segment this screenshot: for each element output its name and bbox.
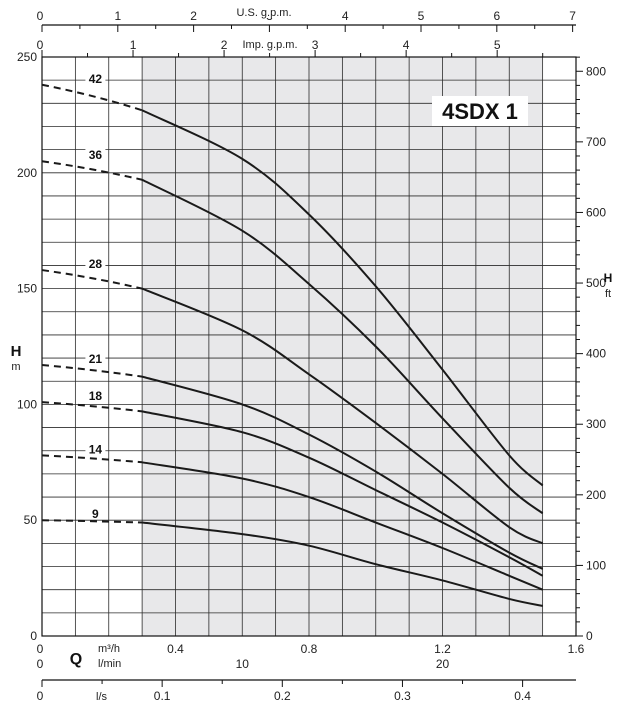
x-usgpm-tick-label: 5: [418, 9, 425, 23]
curve-label-36: 36: [89, 148, 103, 162]
x-impgpm-unit: Imp. g.p.m.: [242, 39, 297, 51]
y-right-tick-label: 500: [586, 276, 606, 290]
x-usgpm-tick-label: 7: [569, 9, 576, 23]
x-ls-tick-label: 0: [37, 689, 44, 703]
y-right-tick-label: 100: [586, 558, 606, 572]
curve-36-dashed: [41, 160, 143, 181]
curve-label-bg: [85, 389, 106, 402]
x-lmin-tick-label: 0: [37, 657, 44, 671]
x-usgpm-tick-label: 2: [190, 9, 197, 23]
y-right-tick-label: 700: [586, 135, 606, 149]
y-right-unit: ft: [605, 288, 611, 300]
y-left-tick-label: 0: [30, 629, 37, 643]
x-impgpm-tick-label: 4: [403, 38, 410, 52]
curve-label-28: 28: [89, 257, 103, 271]
x-ls-tick-label: 0.4: [514, 689, 531, 703]
model-title-box: [432, 96, 528, 126]
curve-label-14: 14: [89, 442, 103, 456]
x-usgpm-tick-label: 6: [493, 9, 500, 23]
y-left-tick-label: 150: [17, 282, 37, 296]
curve-label-bg: [85, 148, 106, 161]
x-usgpm-unit: U.S. g.p.m.: [236, 7, 291, 19]
y-right-tick-label: 300: [586, 417, 606, 431]
curve-label-bg: [85, 71, 106, 84]
y-right-tick-label: 600: [586, 205, 606, 219]
x-usgpm-tick-label: 0: [37, 9, 44, 23]
curve-label-bg: [85, 507, 106, 520]
curve-28-dashed: [41, 269, 143, 290]
model-title: 4SDX 1: [442, 99, 518, 124]
curve-label-9: 9: [92, 507, 99, 521]
grid: [41, 56, 577, 637]
curve-21-dashed: [41, 364, 143, 378]
y-right-tick-label: 800: [586, 64, 606, 78]
x-impgpm-tick-label: 0: [37, 38, 44, 52]
plot-frame: [41, 56, 577, 637]
x-m3h-unit: m³/h: [98, 643, 120, 655]
x-ls-tick-label: 0.3: [394, 689, 411, 703]
y-right-tick-label: 200: [586, 488, 606, 502]
x-usgpm-tick-label: 1: [114, 9, 121, 23]
x-usgpm-tick-label: 4: [342, 9, 349, 23]
curve-labels: 42 36 28 21 18 14 9: [85, 71, 106, 521]
x-lmin-tick-label: 10: [236, 657, 250, 671]
curve-label-42: 42: [89, 72, 103, 86]
curve-36: [141, 178, 544, 515]
y-left-tick-label: 250: [17, 50, 37, 64]
x-impgpm-tick-label: 5: [494, 38, 501, 52]
curve-14: [141, 461, 544, 591]
curves: [41, 83, 544, 607]
x-m3h-tick-label: 1.2: [434, 642, 451, 656]
x-ls-tick-label: 0.2: [274, 689, 291, 703]
y-left-unit: m: [11, 361, 20, 373]
y-right-tick-label: 400: [586, 347, 606, 361]
curve-18-dashed: [41, 401, 143, 413]
x-lmin-tick-label: 20: [436, 657, 450, 671]
usgpm-caption-bg: [224, 4, 304, 18]
curve-21: [141, 375, 544, 570]
y-left-tick-label: 200: [17, 166, 37, 180]
curve-label-bg: [85, 352, 106, 365]
impgpm-caption-bg: [230, 37, 310, 51]
x-impgpm-tick-label: 1: [130, 38, 137, 52]
x-ls-tick-label: 0.1: [154, 689, 171, 703]
curve-28: [141, 287, 544, 545]
x-m3h-tick-label: 0.4: [167, 642, 184, 656]
x-m3h-tick-label: 1.6: [568, 642, 585, 656]
curve-14-dashed: [41, 454, 143, 464]
y-right-tick-label: 0: [586, 629, 593, 643]
flow-letter: Q: [70, 651, 82, 668]
axes: 0501001502002500100200300400500600700800…: [17, 9, 606, 703]
x-lmin-unit: l/min: [98, 658, 121, 670]
x-m3h-tick-label: 0.8: [301, 642, 318, 656]
x-impgpm-tick-label: 2: [221, 38, 228, 52]
curve-label-18: 18: [89, 389, 103, 403]
curve-42: [141, 109, 544, 487]
curve-label-bg: [85, 257, 106, 270]
y-left-letter: H: [11, 343, 22, 360]
curve-9-dashed: [41, 519, 143, 524]
y-right-letter: H: [604, 271, 613, 285]
curve-label-bg: [85, 442, 106, 455]
y-left-tick-label: 100: [17, 397, 37, 411]
x-impgpm-tick-label: 3: [312, 38, 319, 52]
x-ls-unit: l/s: [96, 691, 108, 703]
curve-9: [142, 521, 543, 607]
y-left-tick-label: 50: [24, 513, 38, 527]
curve-42-dashed: [41, 83, 143, 112]
curve-18: [141, 410, 544, 577]
curve-label-21: 21: [89, 352, 103, 366]
x-m3h-tick-label: 0: [37, 642, 44, 656]
